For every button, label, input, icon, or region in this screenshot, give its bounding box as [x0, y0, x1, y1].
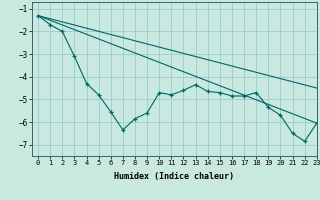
- X-axis label: Humidex (Indice chaleur): Humidex (Indice chaleur): [115, 172, 234, 181]
